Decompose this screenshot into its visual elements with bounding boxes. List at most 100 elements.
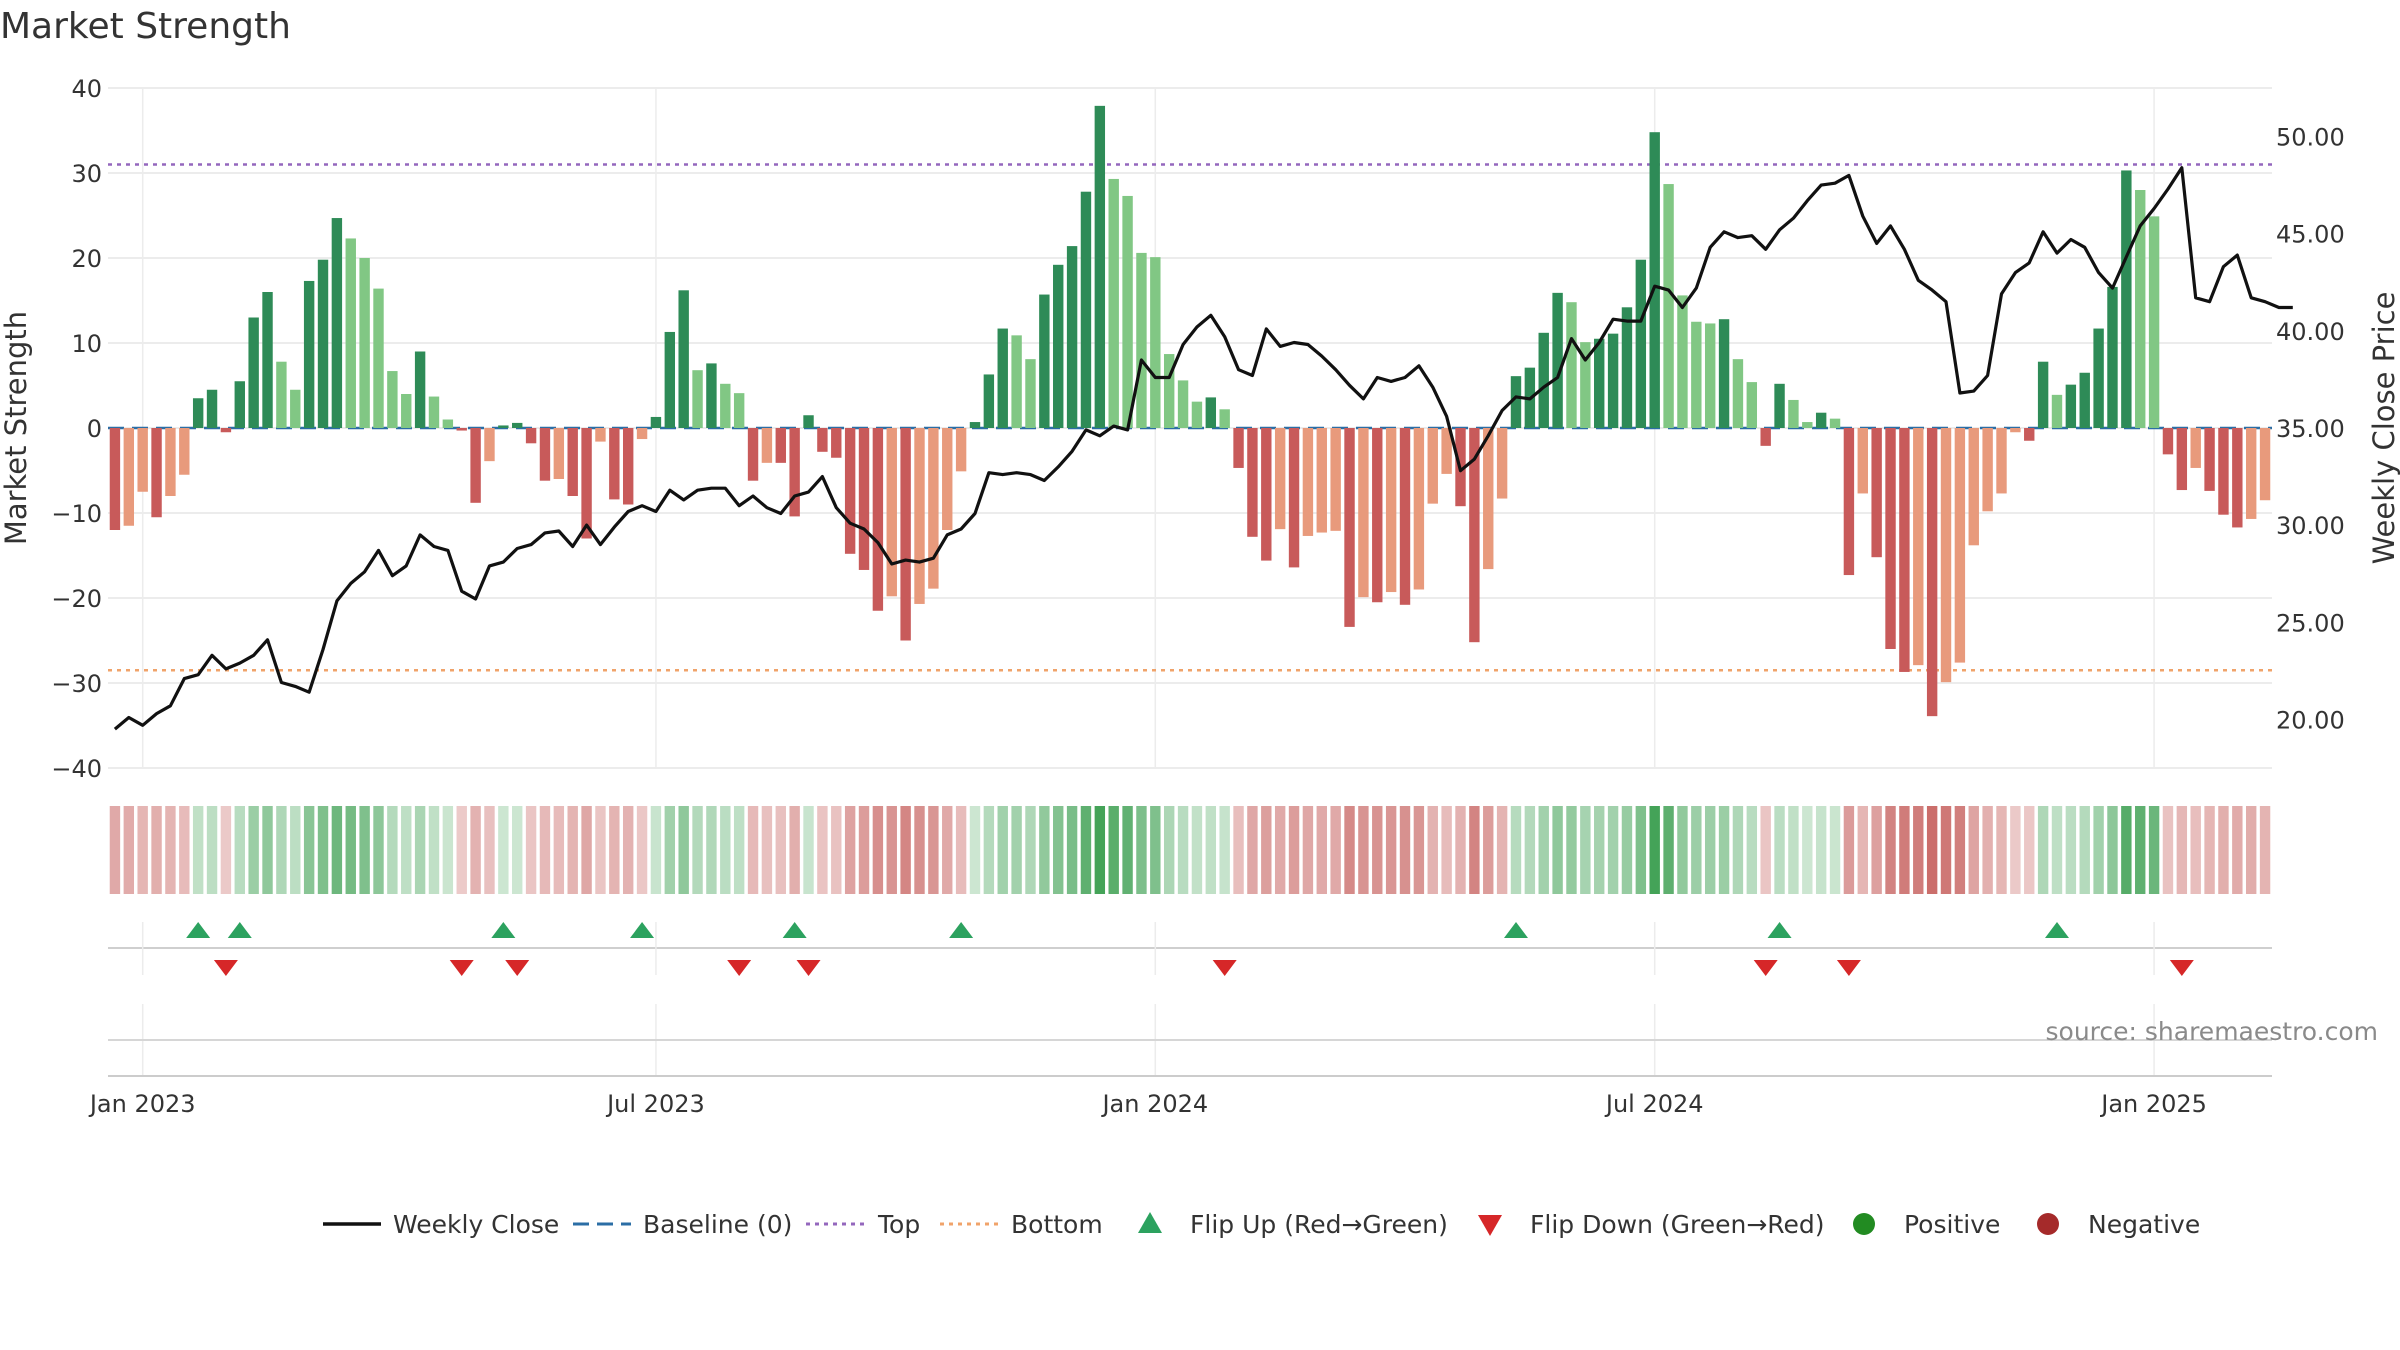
heat-cell (1718, 806, 1730, 894)
heat-cell (1788, 806, 1799, 894)
strength-bar (1288, 428, 1300, 568)
heat-cell (803, 806, 814, 894)
heat-cell (498, 806, 509, 894)
flip-down-marker (213, 960, 238, 976)
heat-cell (595, 806, 606, 894)
strength-bar (1344, 428, 1355, 627)
strength-bar (2065, 384, 2077, 428)
heat-cell (539, 806, 551, 894)
heat-cell (1163, 806, 1175, 894)
strength-bar (414, 351, 426, 428)
strength-bar (872, 428, 884, 611)
flip-down-marker (1753, 960, 1778, 976)
source-credit: source: sharemaestro.com (2046, 1017, 2379, 1046)
strength-bar (1025, 359, 1036, 428)
strength-bar (1885, 428, 1896, 649)
legend-item: Flip Down (Green→Red) (1478, 1210, 1825, 1239)
heat-cell (858, 806, 870, 894)
strength-bar (2190, 428, 2201, 468)
flip-up-marker (1503, 922, 1528, 938)
y2-tick-label: 50.00 (2276, 124, 2345, 152)
y2-tick-label: 25.00 (2276, 609, 2345, 637)
heat-cell (1039, 806, 1050, 894)
strength-bar (165, 428, 176, 496)
heat-cell (650, 806, 662, 894)
heat-cell (2107, 806, 2118, 894)
heat-cell (442, 806, 454, 894)
strength-bar (2037, 361, 2049, 428)
heat-cell (1469, 806, 1480, 894)
strength-bar (512, 422, 523, 428)
heat-cell (1954, 806, 1966, 894)
strength-bar (1469, 428, 1480, 643)
flip-down-marker (505, 960, 530, 976)
strength-bar (1011, 335, 1022, 428)
strength-bar (914, 428, 925, 604)
strength-bar (1358, 428, 1369, 598)
heat-cell (373, 806, 384, 894)
heat-cell (1219, 806, 1230, 894)
heat-cell (1094, 806, 1106, 894)
heat-cell (1344, 806, 1355, 894)
heat-cell (1774, 806, 1785, 894)
strength-bar (2245, 428, 2257, 519)
heat-cell (1483, 806, 1494, 894)
strength-bar (525, 428, 537, 444)
heat-cell (1247, 806, 1258, 894)
heat-cell (1330, 806, 1341, 894)
y2-tick-label: 40.00 (2276, 318, 2345, 346)
heat-cell (1677, 806, 1688, 894)
strength-bar (1399, 428, 1411, 605)
strength-bar (1205, 397, 1217, 428)
heat-cell (1621, 806, 1633, 894)
heat-cell (234, 806, 245, 894)
y2-tick-label: 20.00 (2276, 706, 2345, 734)
strength-bar (2093, 328, 2104, 428)
strength-bar (1996, 428, 2007, 494)
heat-cell (733, 806, 745, 894)
strength-bar (2162, 428, 2174, 455)
heat-cell (775, 806, 786, 894)
heat-cell (179, 806, 190, 894)
strength-bar (276, 361, 287, 428)
x-tick-label: Jan 2025 (2099, 1090, 2207, 1118)
strength-bar (553, 428, 565, 479)
strength-bar (1594, 338, 1605, 428)
heat-cell (1815, 806, 1827, 894)
heat-cell (1885, 806, 1896, 894)
heat-cell (248, 806, 259, 894)
heat-cell (886, 806, 897, 894)
heat-cell (192, 806, 204, 894)
strength-bar (2135, 190, 2146, 428)
heat-cell (1302, 806, 1314, 894)
strength-bar (1316, 428, 1327, 533)
heat-cell (1122, 806, 1133, 894)
legend-item: Bottom (940, 1210, 1103, 1239)
strength-bar (1219, 409, 1230, 428)
legend-item: Negative (2037, 1210, 2200, 1239)
heat-cell (1150, 806, 1161, 894)
heat-cell (1261, 806, 1272, 894)
flip-up-marker (186, 922, 211, 938)
strength-bar (1788, 399, 1799, 428)
strength-bar (2024, 428, 2035, 441)
legend-dot-icon (2037, 1213, 2059, 1235)
strength-bar (1829, 418, 1841, 428)
heat-cell (567, 806, 578, 894)
heat-cell (123, 806, 135, 894)
heat-cell (1358, 806, 1369, 894)
heat-cell (609, 806, 620, 894)
heat-cell (1691, 806, 1702, 894)
heat-cell (997, 806, 1008, 894)
strength-bar (1330, 428, 1341, 531)
heat-cell (1205, 806, 1217, 894)
heat-cell (1649, 806, 1660, 894)
heat-cell (2010, 806, 2021, 894)
strength-bar (2107, 286, 2118, 428)
heat-cell (1968, 806, 1979, 894)
strength-bar (137, 428, 148, 492)
heat-cell (692, 806, 703, 894)
strength-bar (1871, 428, 1882, 558)
flip-down-marker (1836, 960, 1861, 976)
strength-bar (609, 428, 620, 500)
